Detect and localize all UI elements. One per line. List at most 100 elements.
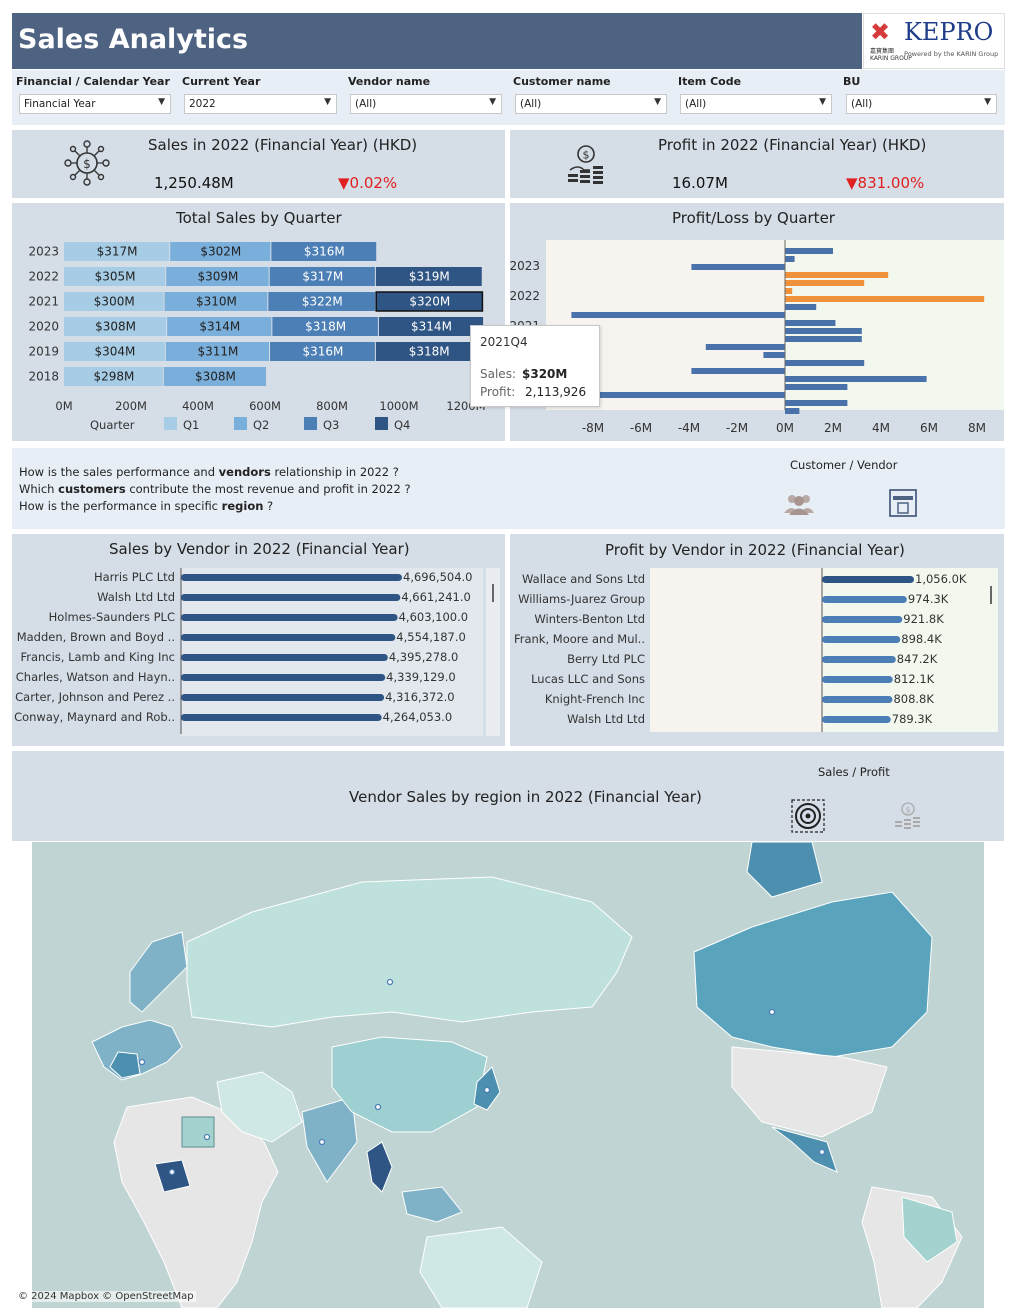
sales-quarter-bar[interactable] [64,342,165,361]
sales-quarter-bar[interactable] [170,242,271,261]
world-map[interactable] [32,842,984,1308]
sales-vendor-bar[interactable] [181,694,385,701]
region-brazil[interactable] [901,1196,958,1263]
profit-quarter-bar[interactable] [785,328,862,334]
region-australia[interactable] [419,1226,543,1308]
profit-quarter-bar[interactable] [691,264,785,270]
sales-quarter-bar[interactable] [64,242,170,261]
region-map[interactable] [32,842,984,1308]
profit-coins-icon[interactable]: $ [892,801,922,831]
profit-quarter-bar[interactable] [691,368,785,374]
sales-target-icon[interactable] [791,799,825,833]
region-china[interactable] [331,1036,488,1133]
sales-quarter-bar[interactable] [270,342,375,361]
region-middle-east[interactable] [216,1071,303,1143]
sales-quarter-bar[interactable] [165,342,270,361]
sales-vendor-bar[interactable] [181,634,396,641]
sales-vendor-bar[interactable] [181,594,401,601]
region-russia[interactable] [186,876,633,1028]
sales-quarter-bar[interactable] [268,292,376,311]
profit-quarter-bar[interactable] [785,280,865,286]
profit-vendor-bar[interactable] [822,576,914,583]
region-thailand[interactable] [366,1141,393,1193]
sales-quarter-bar[interactable] [64,267,166,286]
profit-quarter-bar[interactable] [763,352,785,358]
profit-vendor-bar[interactable] [822,716,891,723]
sales-by-quarter-chart[interactable]: 2023 $317M $302M $316M 2022 $305M $309M $317M $3… [12,203,505,441]
sales-vendor-bar[interactable] [181,714,382,721]
profit-quarter-bar[interactable] [785,256,795,262]
profit-quarter-bar[interactable] [581,392,785,398]
sales-quarter-bar[interactable] [269,267,375,286]
sales-quarter-bar[interactable] [271,242,377,261]
region-indonesia[interactable] [401,1186,463,1223]
profit-quarter-bar[interactable] [785,304,817,310]
region-arctic-islands[interactable] [746,842,823,898]
profit-quarter-bar[interactable] [785,408,800,414]
region-marker[interactable] [203,1133,211,1141]
region-marker[interactable] [374,1103,382,1111]
customer-group-icon[interactable] [783,492,815,516]
region-usa[interactable] [731,1046,888,1138]
filter-fiscal-select[interactable]: Financial Year ▼ [19,94,171,114]
profit-vendor-bar[interactable] [822,676,893,683]
sales-by-vendor-chart[interactable]: Harris PLC Ltd 4,696,504.0 Walsh Ltd Ltd 4,… [12,534,505,746]
profit-quarter-bar[interactable] [785,288,793,294]
region-scandinavia[interactable] [129,931,188,1013]
profit-vendor-bar[interactable] [822,656,896,663]
region-marker[interactable] [386,978,394,986]
sales-quarter-bar[interactable] [166,267,269,286]
profit-quarter-bar[interactable] [785,336,862,342]
sales-quarter-bar[interactable] [167,317,272,336]
profit-quarter-bar[interactable] [785,376,927,382]
scrollbar-thumb[interactable] [492,584,494,602]
profit-vendor-bar[interactable] [822,616,903,623]
profit-quarter-bar[interactable] [785,400,848,406]
profit-quarter-bar[interactable] [785,248,833,254]
region-mexico[interactable] [771,1126,838,1173]
filter-year-select[interactable]: 2022 ▼ [184,94,337,114]
sales-quarter-bar[interactable] [164,292,268,311]
region-canada[interactable] [693,891,933,1058]
profit-quarter-bar[interactable] [785,320,836,326]
sales-vendor-bar[interactable] [181,574,402,581]
profit-vendor-bar[interactable] [822,596,907,603]
filter-item-code-select[interactable]: (All) ▼ [680,94,832,114]
scrollbar-track[interactable] [486,568,500,736]
sales-quarter-bar[interactable] [64,367,163,386]
region-nigeria[interactable] [154,1159,191,1193]
profit-quarter-bar[interactable] [785,272,889,278]
sales-quarter-bar[interactable] [64,317,167,336]
region-india[interactable] [301,1096,358,1183]
region-marker[interactable] [768,1008,776,1016]
region-marker[interactable] [168,1168,176,1176]
sales-quarter-bar[interactable] [272,317,378,336]
profit-vendor-bar[interactable] [822,696,893,703]
sales-quarter-bar[interactable] [375,342,482,361]
sales-vendor-bar[interactable] [181,654,388,661]
sales-quarter-bar[interactable] [375,291,484,312]
profit-quarter-bar[interactable] [705,344,785,350]
profit-quarter-bar[interactable] [571,312,785,318]
region-france[interactable] [109,1051,141,1079]
sales-quarter-bar[interactable] [163,367,267,386]
sales-quarter-bar[interactable] [64,292,164,311]
filter-bu-select[interactable]: (All) ▼ [846,94,997,114]
profit-quarter-bar[interactable] [785,296,985,302]
sales-vendor-bar[interactable] [181,674,386,681]
profit-vendor-bar[interactable] [822,636,901,643]
sales-vendor-bar[interactable] [181,614,398,621]
filter-customer-select[interactable]: (All) ▼ [515,94,667,114]
scrollbar-thumb[interactable] [990,586,992,604]
region-marker[interactable] [138,1058,146,1066]
region-egypt[interactable] [181,1116,215,1148]
region-marker[interactable] [318,1138,326,1146]
sales-quarter-bar[interactable] [375,267,482,286]
region-marker[interactable] [483,1086,491,1094]
region-marker[interactable] [818,1148,826,1156]
profit-by-vendor-chart[interactable]: Wallace and Sons Ltd 1,056.0K Williams-Jua… [510,534,1004,746]
profit-quarter-bar[interactable] [785,360,865,366]
vendor-store-icon[interactable] [888,488,918,518]
sales-quarter-bar[interactable] [378,317,484,336]
